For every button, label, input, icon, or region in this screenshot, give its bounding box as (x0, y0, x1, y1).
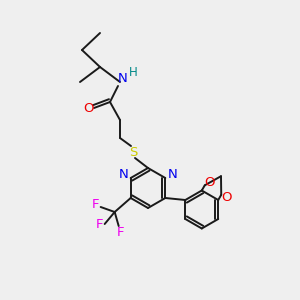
Text: S: S (129, 146, 137, 158)
Text: N: N (118, 71, 128, 85)
Text: F: F (96, 218, 103, 230)
Text: O: O (205, 176, 215, 189)
Text: H: H (129, 65, 137, 79)
Text: O: O (84, 101, 94, 115)
Text: F: F (117, 226, 124, 238)
Text: O: O (221, 191, 232, 204)
Text: F: F (92, 199, 99, 212)
Text: N: N (167, 169, 177, 182)
Text: N: N (119, 169, 129, 182)
